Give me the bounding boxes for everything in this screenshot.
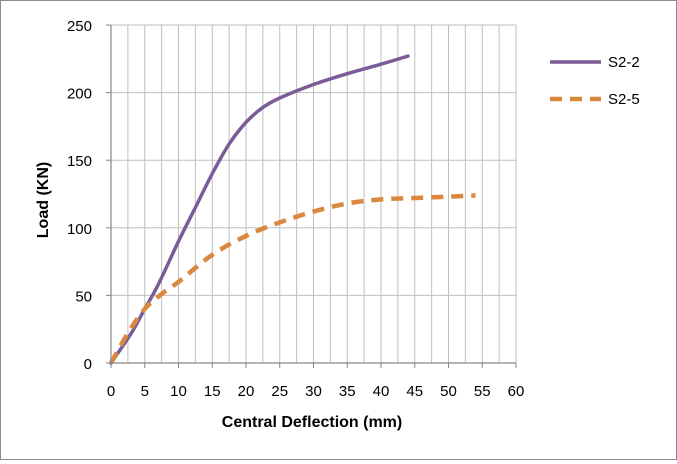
y-tick-label: 0 — [84, 356, 92, 373]
x-tick-label: 20 — [238, 383, 255, 400]
x-tick-label: 0 — [107, 383, 115, 400]
x-tick-label: 60 — [508, 383, 525, 400]
x-tick-label: 5 — [141, 383, 149, 400]
y-tick-labels: 0 50 100 150 200 250 — [67, 18, 111, 373]
x-tick-label: 40 — [373, 383, 390, 400]
x-tick-labels: 0 5 10 15 20 25 30 35 40 45 50 55 60 — [107, 363, 525, 400]
series-line-s2-5 — [109, 193, 476, 365]
x-tick-label: 25 — [271, 383, 288, 400]
y-tick-label: 150 — [67, 153, 92, 170]
y-axis-title: Load (KN) — [35, 162, 52, 238]
series-lines — [109, 54, 476, 365]
x-axis-title: Central Deflection (mm) — [222, 414, 402, 431]
legend-label-s2-5: S2-5 — [608, 91, 640, 108]
y-tick-label: 100 — [67, 221, 92, 238]
x-tick-label: 10 — [170, 383, 187, 400]
x-tick-label: 50 — [440, 383, 457, 400]
x-tick-label: 55 — [474, 383, 491, 400]
x-tick-label: 35 — [339, 383, 356, 400]
x-tick-label: 45 — [406, 383, 423, 400]
series-line-s2-2 — [109, 54, 410, 365]
grid — [110, 24, 517, 364]
y-tick-label: 250 — [67, 18, 92, 35]
y-tick-label: 50 — [75, 288, 92, 305]
y-tick-label: 200 — [67, 86, 92, 103]
x-tick-label: 30 — [305, 383, 322, 400]
x-tick-label: 15 — [204, 383, 221, 400]
legend: S2-2 S2-5 — [550, 54, 640, 108]
legend-label-s2-2: S2-2 — [608, 54, 640, 71]
